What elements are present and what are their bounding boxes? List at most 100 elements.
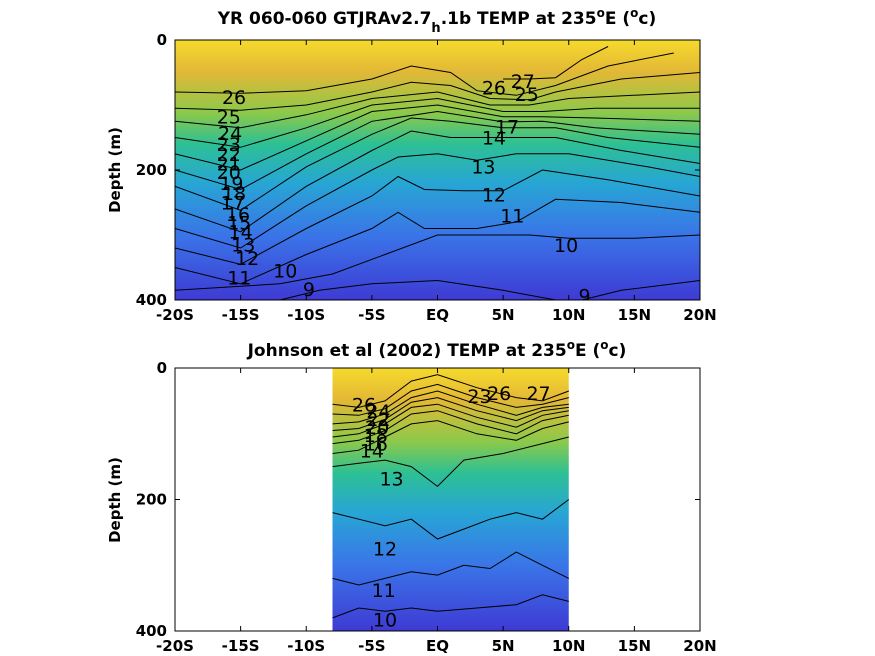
chart-title-top: YR 060-060 GTJRAv2.7h.1b TEMP at 235oE (… [217, 6, 657, 36]
x-tick-label: -15S [222, 637, 260, 655]
x-tick-label: 20N [683, 306, 716, 324]
x-tick-label: 15N [618, 306, 651, 324]
contour-label: 11 [500, 205, 524, 227]
contour-label: 10 [273, 261, 297, 283]
chart-title-bottom: Johnson et al (2002) TEMP at 235oE (oc) [247, 338, 627, 361]
x-tick-label: 10N [552, 637, 585, 655]
contour-label: 23 [467, 386, 491, 408]
contour-line-26 [332, 374, 569, 408]
contour-label: 20 [365, 417, 389, 439]
contour-label: 13 [231, 235, 255, 257]
contour-line-10 [332, 594, 569, 619]
contour-label: 17 [221, 192, 245, 214]
ticks-bottom: -20S -15S -10S -5S EQ 5N 10N 15N 20N 0 200 400 [136, 359, 717, 655]
contour-label: 19 [219, 173, 243, 195]
contour-label: 11 [227, 268, 251, 290]
y-tick-label: 0 [157, 31, 167, 49]
x-tick-label: -20S [156, 306, 194, 324]
contour-line-27 [503, 46, 609, 80]
contour-label: 25 [217, 107, 241, 129]
contour-line-22 [175, 97, 700, 148]
contour-line-11 [175, 198, 700, 285]
contour-label: 17 [495, 116, 519, 138]
x-tick-label: -5S [358, 637, 385, 655]
contour-label: 22 [366, 409, 390, 431]
contour-line-18 [332, 403, 569, 438]
y-tick-label: 200 [136, 491, 167, 509]
x-tick-label: -10S [287, 306, 325, 324]
contour-label: 23 [217, 134, 241, 156]
contour-line-14 [332, 420, 569, 454]
contour-line-20 [332, 397, 569, 431]
contour-label: 20 [217, 162, 241, 184]
contour-line-26 [175, 52, 674, 96]
contour-line-24 [175, 91, 700, 129]
y-tick-label: 400 [136, 622, 167, 640]
x-tick-label: EQ [426, 637, 449, 655]
contour-label: 14 [229, 222, 253, 244]
contour-label: 25 [515, 84, 539, 106]
y-tick-label: 200 [136, 161, 167, 179]
panel-top: YR 060-060 GTJRAv2.7h.1b TEMP at 235oE (… [106, 6, 717, 324]
contour-label: 15 [227, 212, 251, 234]
x-tick-label: 10N [552, 306, 585, 324]
contour-line-12 [175, 169, 700, 265]
panel-bottom: Johnson et al (2002) TEMP at 235oE (oc) … [106, 338, 717, 655]
contour-label: 21 [217, 153, 241, 175]
x-tick-label: -15S [222, 306, 260, 324]
contour-label: 14 [482, 127, 506, 149]
contour-line-25 [175, 72, 700, 111]
ticks-top: -20S -15S -10S -5S EQ 5N 10N 15N 20N 0 200 400 [136, 31, 717, 324]
contour-label: 16 [226, 204, 250, 226]
contour-label: 18 [222, 183, 246, 205]
contour-label: 10 [373, 610, 397, 632]
contour-label: 27 [511, 71, 535, 93]
contour-line-12 [332, 499, 570, 540]
y-axis-label-bottom: Depth (m) [106, 457, 124, 543]
contour-label: 16 [364, 433, 388, 455]
contour-label: 18 [364, 425, 388, 447]
contour-label: 26 [482, 77, 506, 99]
y-tick-label: 0 [157, 359, 167, 377]
contour-label: 12 [482, 185, 506, 207]
contour-label: 26 [352, 395, 376, 417]
contour-label: 9 [303, 279, 315, 301]
contour-line-16 [332, 410, 569, 445]
contour-label: 12 [373, 539, 397, 561]
contour-label: 27 [526, 383, 550, 405]
contour-line-16 [175, 117, 700, 211]
contour-line-9 [581, 280, 700, 300]
contour-label: 22 [217, 144, 241, 166]
contour-label: 14 [360, 441, 384, 463]
contour-line-10 [175, 234, 700, 291]
contour-label: 26 [487, 383, 511, 405]
contour-line-13 [332, 436, 569, 488]
x-tick-label: 5N [492, 306, 515, 324]
contour-label: 26 [222, 87, 246, 109]
contour-label: 13 [471, 157, 495, 179]
contour-line-18 [175, 110, 700, 191]
y-axis-label-top: Depth (m) [106, 127, 124, 213]
contour-label: 24 [366, 401, 390, 423]
contour-label: 9 [578, 285, 590, 307]
x-tick-label: -20S [156, 637, 194, 655]
x-tick-label: -10S [287, 637, 325, 655]
x-tick-label: 15N [618, 637, 651, 655]
contour-line-11 [332, 551, 570, 586]
contour-label: 11 [372, 580, 396, 602]
x-tick-label: -5S [358, 306, 385, 324]
contour-label: 12 [235, 248, 259, 270]
temperature-field [175, 40, 700, 300]
x-tick-label: 20N [683, 637, 716, 655]
x-tick-label: 5N [492, 637, 515, 655]
contour-line-14 [175, 130, 700, 233]
contour-label: 24 [218, 123, 242, 145]
contour-label: 13 [379, 468, 403, 490]
contour-label: 10 [554, 235, 578, 257]
contour-line-13 [175, 153, 700, 249]
y-tick-label: 400 [136, 291, 167, 309]
contour-line-20 [175, 104, 700, 171]
